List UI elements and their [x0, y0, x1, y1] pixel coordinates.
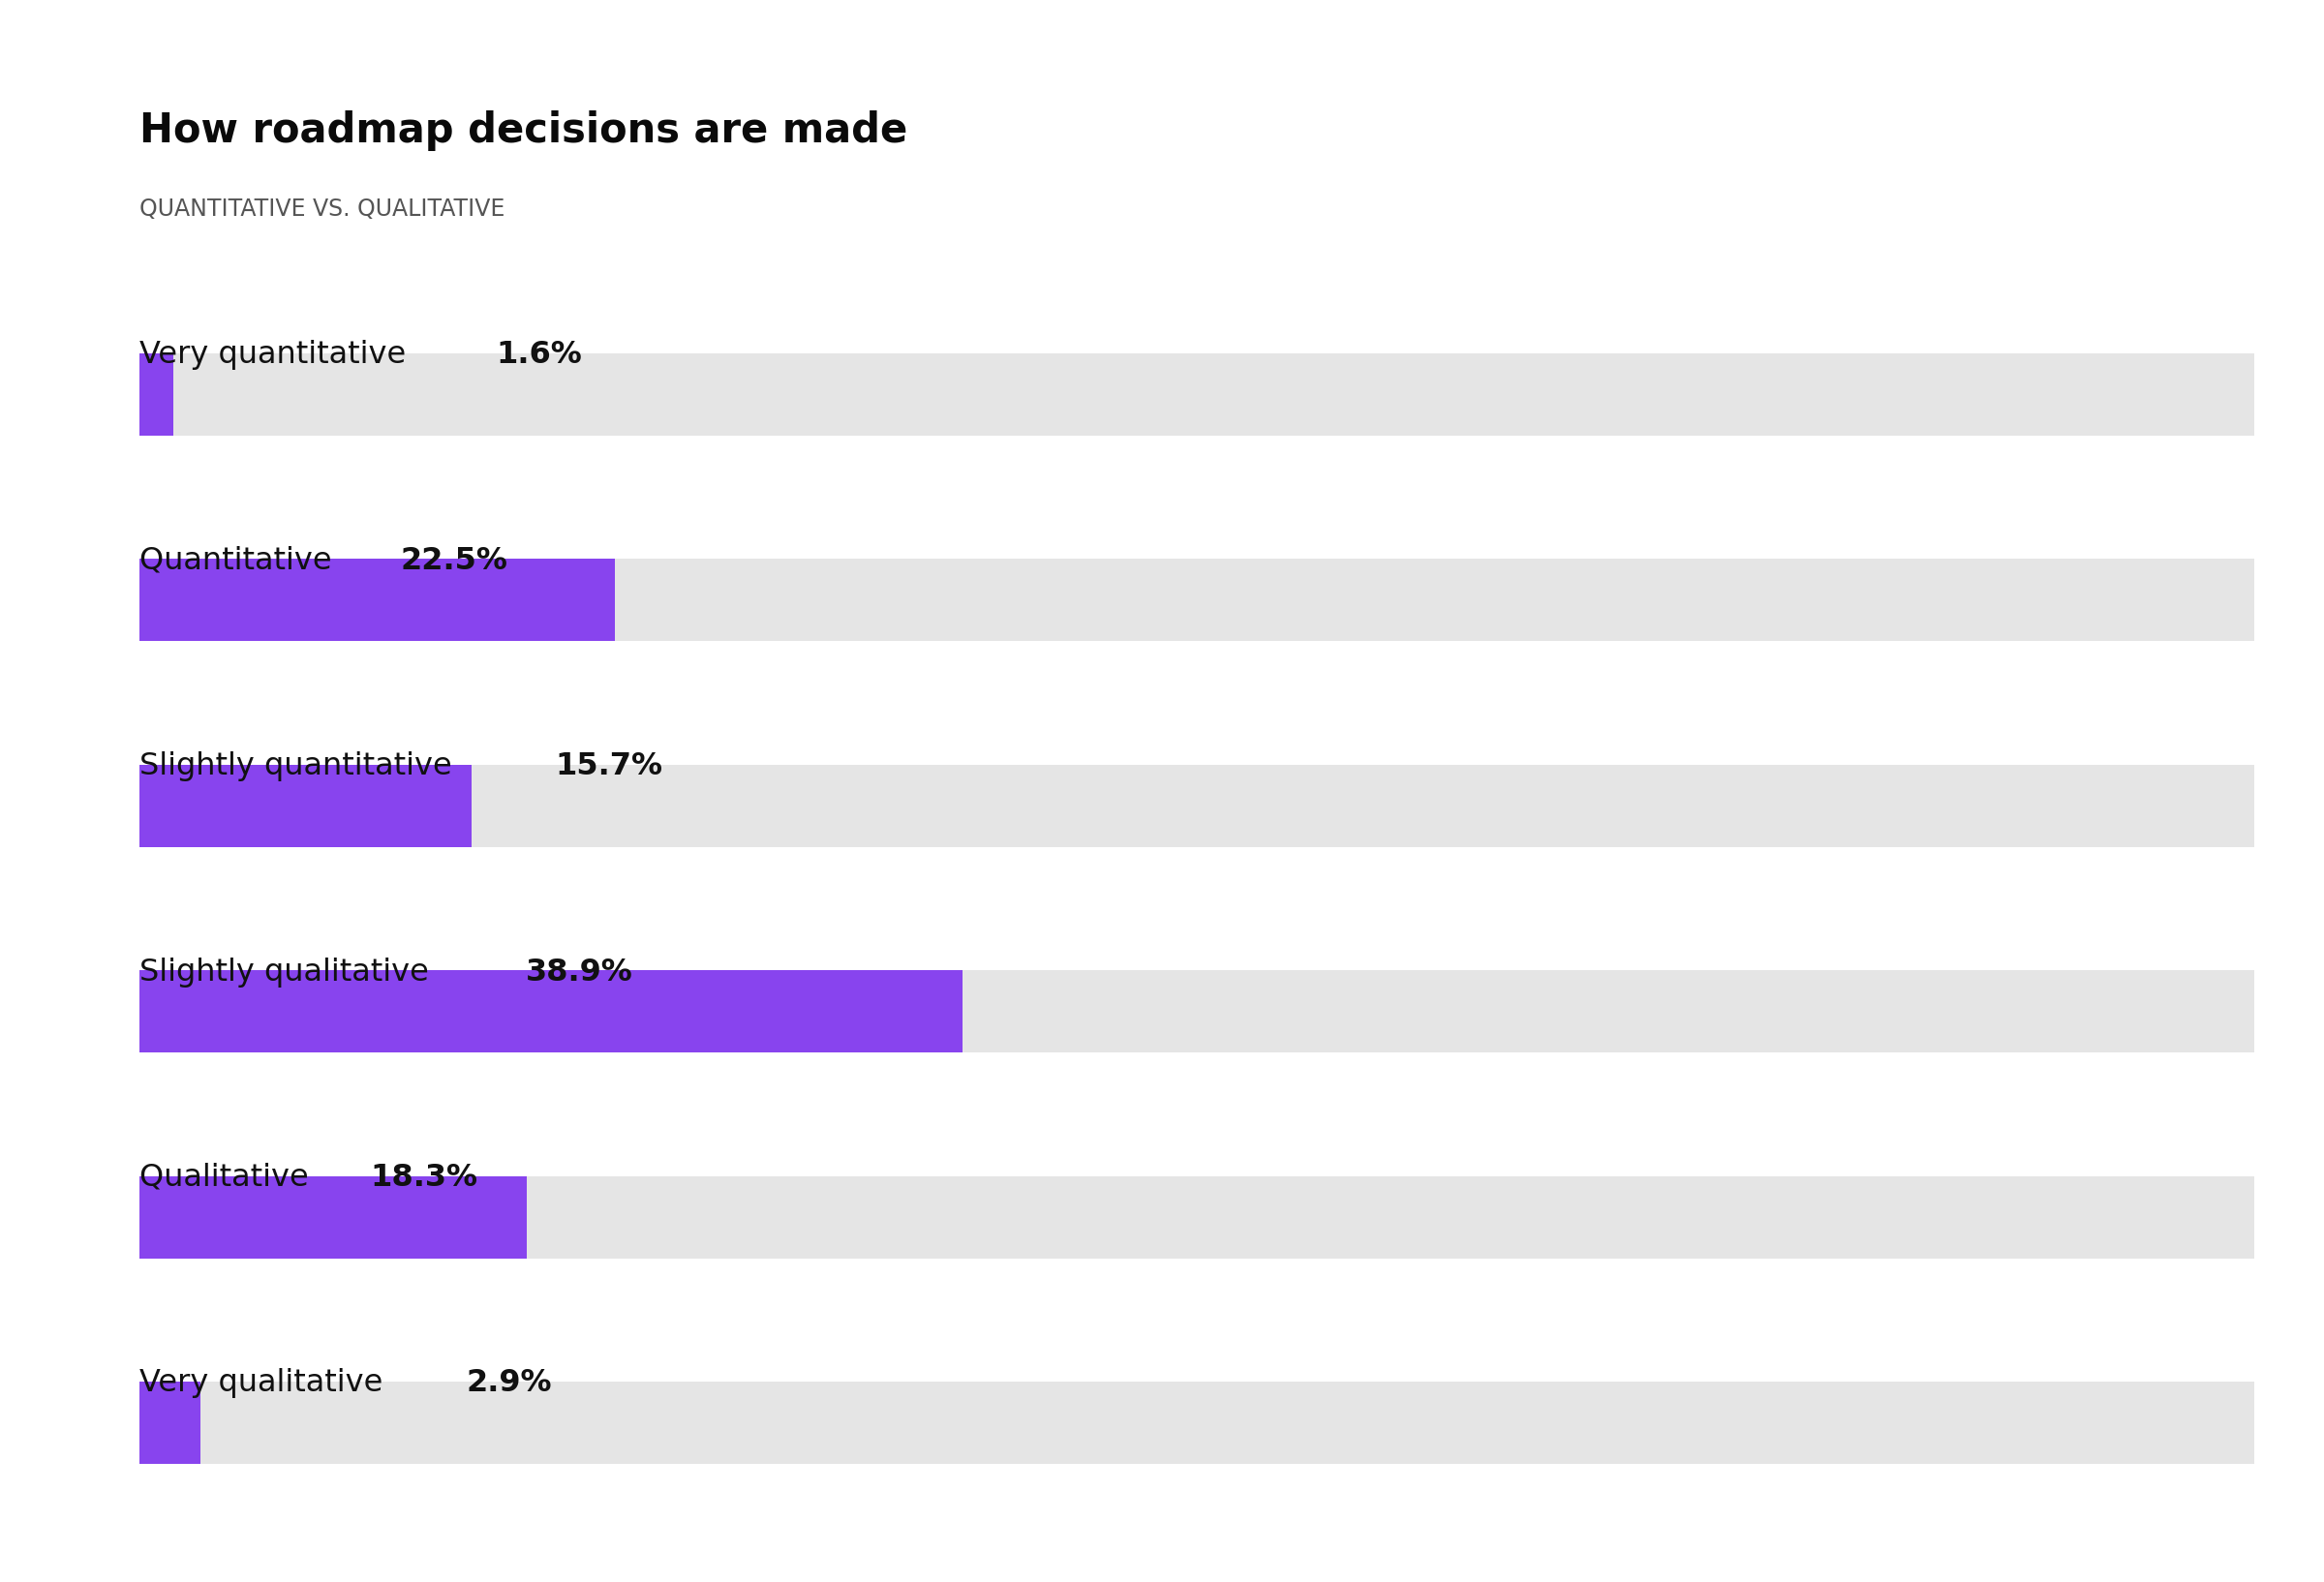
- Text: 15.7%: 15.7%: [555, 751, 662, 782]
- Text: 18.3%: 18.3%: [370, 1163, 479, 1193]
- Text: Qualitative: Qualitative: [139, 1163, 318, 1193]
- Bar: [139, 1175, 2254, 1258]
- Bar: [139, 353, 174, 435]
- Text: Slightly qualitative: Slightly qualitative: [139, 957, 439, 987]
- Bar: [139, 970, 962, 1052]
- Bar: [139, 764, 2254, 846]
- Bar: [139, 558, 616, 641]
- Bar: [139, 1381, 200, 1463]
- Text: Quantitative: Quantitative: [139, 546, 342, 576]
- Bar: [139, 558, 2254, 641]
- Text: 22.5%: 22.5%: [400, 546, 507, 576]
- Text: 38.9%: 38.9%: [525, 957, 632, 987]
- Text: Very qualitative: Very qualitative: [139, 1368, 393, 1398]
- Text: QUANTITATIVE VS. QUALITATIVE: QUANTITATIVE VS. QUALITATIVE: [139, 198, 504, 221]
- Text: Very quantitative: Very quantitative: [139, 340, 416, 370]
- Bar: [139, 1381, 2254, 1463]
- Bar: [139, 764, 472, 846]
- Bar: [139, 1175, 528, 1258]
- Text: 2.9%: 2.9%: [467, 1368, 551, 1398]
- Bar: [139, 970, 2254, 1052]
- Bar: [139, 353, 2254, 435]
- Text: Slightly quantitative: Slightly quantitative: [139, 751, 462, 782]
- Text: How roadmap decisions are made: How roadmap decisions are made: [139, 111, 909, 152]
- Text: 1.6%: 1.6%: [495, 340, 581, 370]
